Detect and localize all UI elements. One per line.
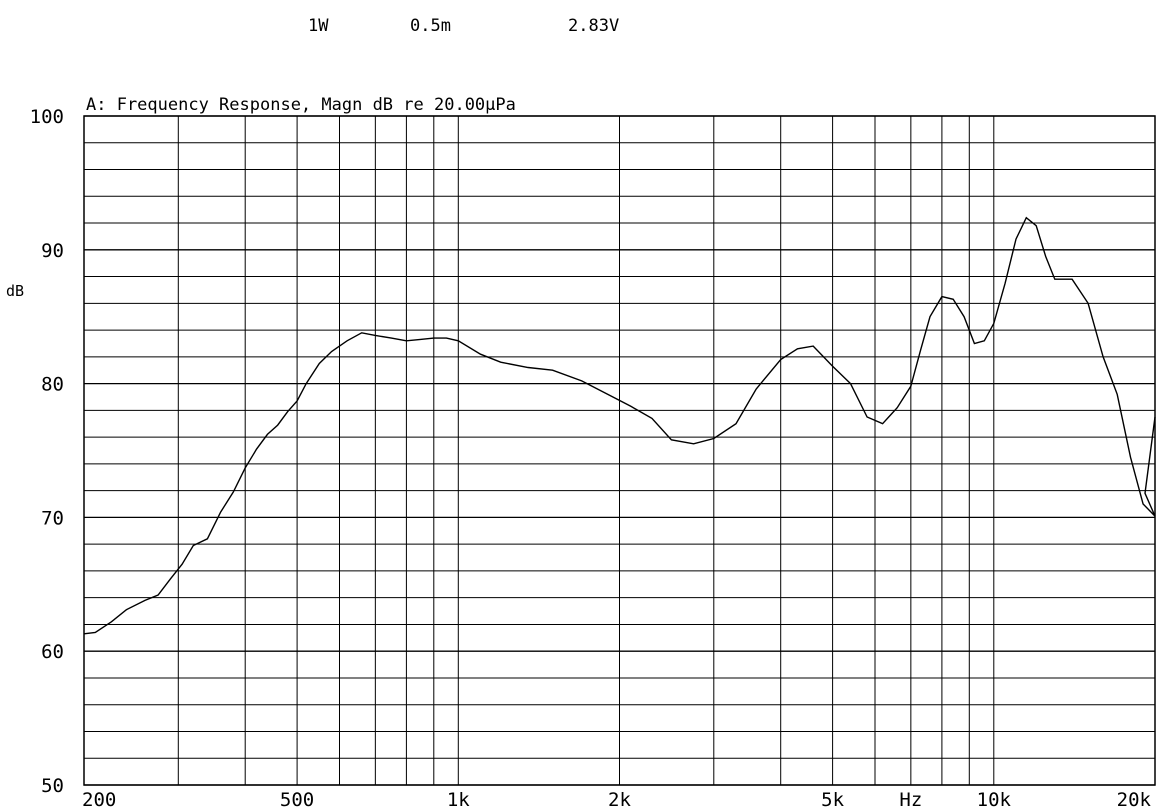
chart-title: A: Frequency Response, Magn dB re 20.00µ… [86, 95, 516, 115]
header-distance: 0.5m [410, 16, 451, 36]
y-tick-label: 60 [41, 641, 64, 663]
y-tick-label: 100 [30, 106, 64, 128]
plot-frame [83, 115, 1156, 786]
x-tick-label: 20k [1117, 789, 1152, 811]
x-tick-label: 10k [977, 789, 1012, 811]
x-tick-label: 2k [608, 789, 631, 811]
series-line [83, 216, 1156, 635]
header-voltage: 2.83V [568, 16, 619, 36]
x-tick-label: 500 [280, 789, 314, 811]
x-tick-label: 200 [82, 789, 116, 811]
y-tick-label: 80 [41, 374, 64, 396]
y-axis-label: dB [6, 282, 24, 300]
y-tick-label: 90 [41, 240, 64, 262]
y-axis-ticks: 100 90 80 70 60 50 [30, 106, 64, 797]
chart-grid [83, 115, 1156, 786]
x-tick-label: 5k [821, 789, 844, 811]
y-tick-label: 50 [41, 775, 64, 797]
x-tick-label: Hz [899, 789, 922, 811]
header-power: 1W [308, 16, 329, 36]
x-axis-ticks: 200 500 1k 2k 5k Hz 10k 20k [82, 789, 1152, 811]
y-tick-label: 70 [41, 507, 64, 529]
x-tick-label: 1k [447, 789, 470, 811]
